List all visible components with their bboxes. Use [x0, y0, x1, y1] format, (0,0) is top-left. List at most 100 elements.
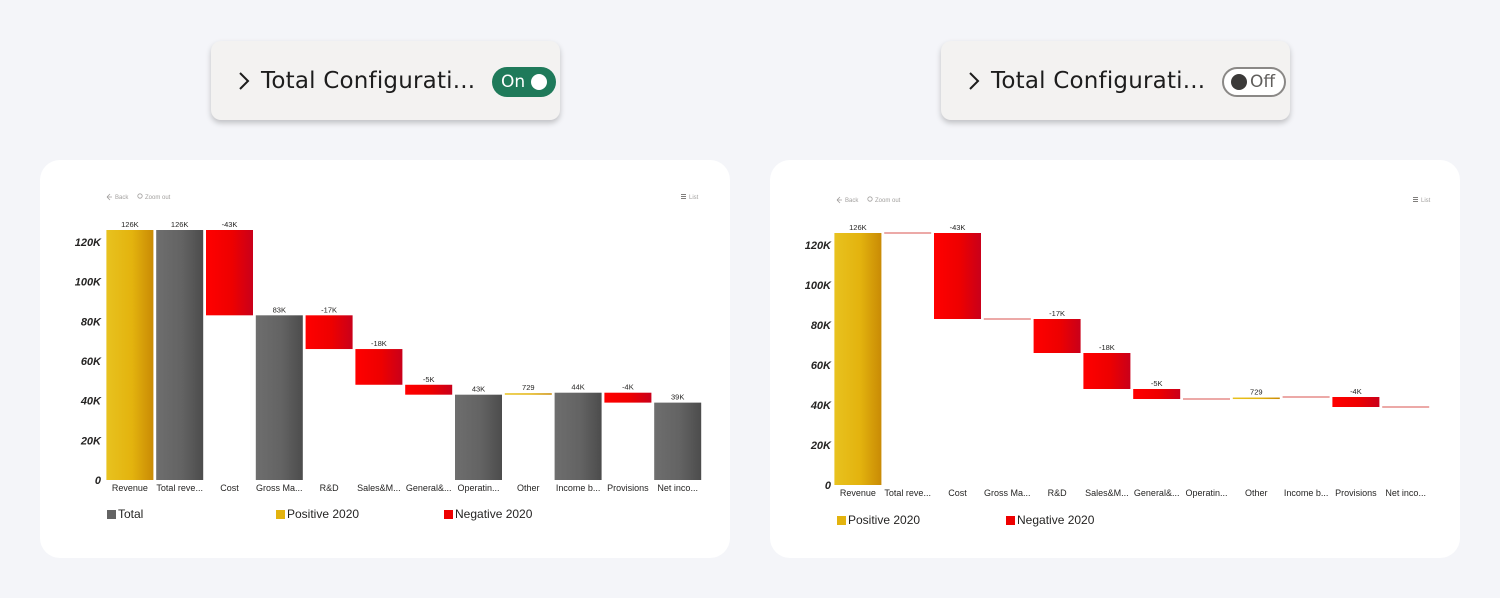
y-tick-label: 100K: [805, 280, 832, 292]
x-tick-label: Cost: [948, 488, 967, 498]
waterfall-card-with-totals: Back Zoom out List 0 20K 40K 60K 80K 100K 120K 126…: [40, 160, 730, 558]
data-label: 83K: [273, 305, 286, 314]
zoom-icon: [137, 193, 143, 199]
x-tick-label: Revenue: [840, 488, 876, 498]
visual-toolbar: Back Zoom out List: [106, 193, 699, 201]
total-toggle-off[interactable]: Off: [1222, 67, 1286, 97]
list-icon-line: [1413, 197, 1418, 198]
x-tick-label: Gross Ma...: [256, 483, 303, 493]
legend-label: Total: [118, 507, 144, 521]
y-tick-label: 120K: [75, 237, 102, 249]
data-label: 126K: [171, 220, 189, 229]
waterfall-bar-negative[interactable]: [934, 233, 981, 319]
waterfall-bar-negative[interactable]: [1332, 397, 1380, 407]
waterfall-bar-negative[interactable]: [604, 392, 652, 403]
data-label: -5K: [423, 375, 435, 384]
x-tick-label: Operatin...: [1185, 488, 1227, 498]
y-tick-label: 40K: [80, 396, 102, 408]
legend-item-negative[interactable]: Negative 2020: [444, 507, 532, 521]
total-toggle-on[interactable]: On: [492, 67, 556, 97]
waterfall-bar-negative[interactable]: [206, 230, 253, 316]
config-title: Total Configurati...: [261, 67, 476, 94]
x-tick-label: Income b...: [1284, 488, 1329, 498]
zoom-out-button[interactable]: Zoom out: [145, 195, 171, 201]
back-arrow-icon: [106, 193, 112, 201]
data-label: 729: [1250, 388, 1263, 397]
waterfall-bar-positive[interactable]: [106, 230, 154, 480]
waterfall-bar-negative[interactable]: [1133, 389, 1181, 399]
y-tick-label: 20K: [80, 435, 102, 447]
total-configuration-header-on[interactable]: Total Configurati... On: [211, 41, 560, 120]
data-label: -4K: [622, 383, 634, 392]
y-tick-label: 40K: [810, 400, 832, 412]
list-icon-line: [681, 196, 686, 197]
x-tick-label: Income b...: [556, 483, 601, 493]
legend-item-total[interactable]: Total: [107, 507, 143, 521]
x-tick-label: Net inco...: [1385, 488, 1426, 498]
waterfall-bar-negative[interactable]: [405, 384, 453, 395]
legend-label: Positive 2020: [287, 507, 360, 521]
list-button[interactable]: List: [1421, 198, 1431, 204]
back-button[interactable]: Back: [115, 195, 129, 201]
data-label: 126K: [121, 220, 139, 229]
list-button[interactable]: List: [689, 195, 699, 201]
zoom-out-button[interactable]: Zoom out: [875, 198, 901, 204]
waterfall-bar-total[interactable]: [554, 392, 602, 480]
data-label: 39K: [671, 393, 684, 402]
waterfall-bar-negative[interactable]: [1033, 319, 1081, 353]
y-tick-label: 100K: [75, 277, 102, 289]
waterfall-bar-total[interactable]: [654, 402, 702, 480]
waterfall-connector: [1282, 396, 1330, 398]
legend-item-positive[interactable]: Positive 2020: [276, 507, 359, 521]
chevron-right-icon[interactable]: [963, 70, 985, 92]
waterfall-bar-negative[interactable]: [1083, 353, 1131, 389]
waterfall-connector: [884, 232, 932, 234]
toggle-knob: [1231, 74, 1247, 90]
x-tick-label: General&...: [1134, 488, 1180, 498]
data-label: -18K: [371, 339, 387, 348]
legend-item-positive[interactable]: Positive 2020: [837, 513, 920, 527]
data-label: -43K: [222, 220, 238, 229]
legend-swatch: [1006, 515, 1015, 525]
waterfall-bar-positive[interactable]: [834, 233, 882, 485]
data-label: -4K: [1350, 387, 1362, 396]
y-tick-label: 80K: [81, 316, 102, 328]
waterfall-chart: Back Zoom out List 0 20K 40K 60K 80K 100K 120K 126…: [805, 196, 1431, 498]
toggle-label: On: [501, 72, 526, 92]
data-label: 729: [522, 383, 535, 392]
x-tick-label: Provisions: [607, 483, 649, 493]
waterfall-card-without-totals: Back Zoom out List 0 20K 40K 60K 80K 100K 120K 126…: [770, 160, 1460, 558]
chart-legend: Total Positive 2020 Negative 2020: [40, 507, 730, 523]
total-configuration-header-off[interactable]: Total Configurati... Off: [941, 41, 1290, 120]
waterfall-bar-negative[interactable]: [355, 349, 403, 385]
y-tick-label: 60K: [811, 360, 832, 372]
list-icon-line: [681, 194, 686, 195]
back-button[interactable]: Back: [845, 198, 859, 204]
legend-item-negative[interactable]: Negative 2020: [1006, 513, 1094, 527]
waterfall-bar-negative[interactable]: [305, 315, 353, 350]
waterfall-chart: Back Zoom out List 0 20K 40K 60K 80K 100K 120K 126…: [75, 193, 702, 493]
waterfall-bar-total[interactable]: [156, 230, 204, 480]
waterfall-bar-total[interactable]: [455, 394, 502, 480]
x-tick-label: Other: [517, 483, 540, 493]
chevron-right-icon[interactable]: [233, 70, 255, 92]
y-tick-label: 60K: [81, 356, 102, 368]
data-label: -17K: [321, 305, 337, 314]
toggle-knob: [531, 74, 547, 90]
legend-swatch: [107, 509, 116, 519]
x-tick-label: R&D: [320, 483, 340, 493]
x-tick-label: R&D: [1048, 488, 1068, 498]
y-tick-label: 80K: [811, 320, 832, 332]
waterfall-bar-positive[interactable]: [1232, 397, 1280, 400]
y-tick-label: 0: [95, 475, 102, 487]
waterfall-bar-total[interactable]: [255, 315, 303, 480]
data-label: -43K: [950, 223, 966, 232]
toggle-label: Off: [1250, 72, 1276, 92]
x-tick-label: Total reve...: [156, 483, 203, 493]
data-label: 126K: [849, 223, 867, 232]
x-tick-label: Cost: [220, 483, 239, 493]
legend-swatch: [276, 509, 285, 519]
list-icon-line: [681, 198, 686, 199]
waterfall-bar-positive[interactable]: [504, 393, 552, 395]
legend-label: Negative 2020: [1017, 513, 1095, 527]
